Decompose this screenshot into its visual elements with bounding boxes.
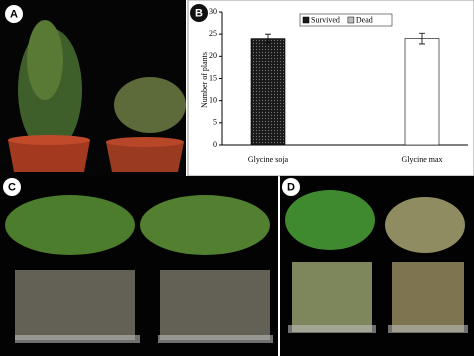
legend-label: Dead — [356, 15, 373, 24]
bar — [250, 38, 286, 146]
y-axis-label: Number of plants — [200, 52, 209, 108]
photo-c: C — [0, 176, 278, 356]
panel-label: B — [195, 7, 203, 19]
y-tick-label: 0 — [213, 140, 217, 149]
photo-a: A — [0, 0, 186, 176]
y-tick-label: 15 — [209, 73, 217, 82]
bar — [404, 38, 440, 146]
panel-label: A — [10, 8, 18, 20]
y-tick-label: 5 — [213, 118, 217, 127]
y-tick-label: 20 — [209, 51, 217, 60]
legend-label: Survived — [311, 15, 340, 24]
legend-swatch — [302, 16, 310, 24]
error-bar — [419, 32, 425, 45]
legend-swatch — [347, 16, 355, 24]
y-tick-label: 10 — [209, 95, 217, 104]
legend-box — [299, 13, 393, 27]
y-tick-label: 25 — [209, 29, 217, 38]
panel-label: C — [8, 181, 16, 193]
error-bar — [265, 33, 271, 44]
x-tick-label: Glycine max — [401, 155, 442, 164]
photo-d: D — [280, 176, 474, 356]
x-tick-label: Glycine soja — [248, 155, 289, 164]
panel-label: D — [287, 181, 295, 193]
y-tick-label: 30 — [209, 7, 217, 16]
